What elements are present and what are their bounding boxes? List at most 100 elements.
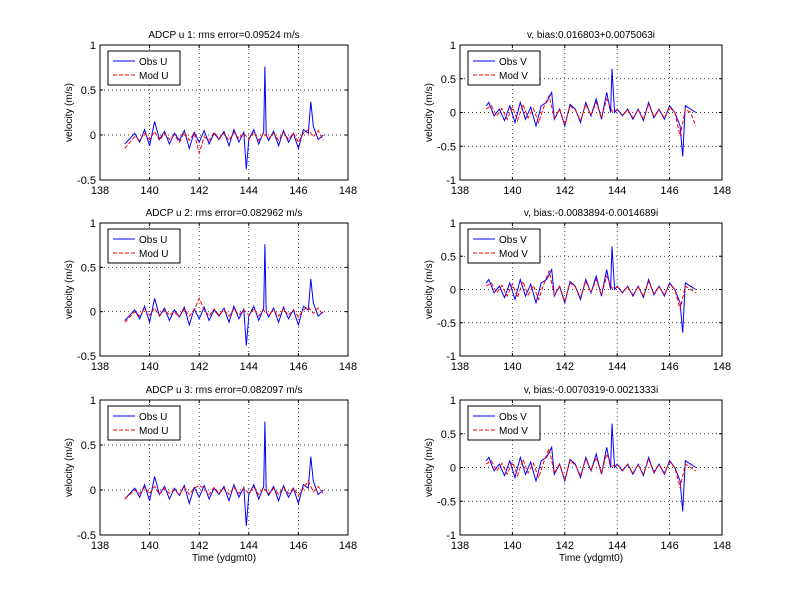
x-tick-label: 140	[140, 185, 158, 197]
y-tick-label: 1	[450, 395, 456, 407]
x-tick-label: 142	[190, 361, 208, 373]
legend-box	[467, 228, 541, 264]
x-tick-label: 138	[451, 540, 469, 552]
subplot-title: v, bias:-0.0083894-0.0014689i	[524, 208, 658, 219]
y-tick-label: -0.5	[437, 496, 456, 508]
y-axis-label: velocity (m/s)	[424, 438, 435, 497]
x-tick-label: 142	[556, 185, 574, 197]
y-axis-label: velocity (m/s)	[64, 83, 75, 142]
legend-label: Obs V	[499, 412, 527, 423]
y-tick-label: 0.5	[81, 262, 96, 274]
series-line-mod-v	[485, 269, 697, 310]
y-axis-label: velocity (m/s)	[64, 260, 75, 319]
y-tick-label: 0.5	[81, 440, 96, 452]
legend-label: Obs U	[139, 235, 167, 246]
x-tick-label: 146	[289, 540, 307, 552]
x-tick-label: 144	[608, 185, 626, 197]
x-tick-label: 146	[660, 185, 678, 197]
y-tick-label: -0.5	[437, 141, 456, 153]
x-axis-label: Time (ydgmt0)	[192, 553, 256, 564]
y-tick-label: -0.5	[77, 175, 96, 187]
y-tick-label: 1	[450, 40, 456, 52]
y-tick-label: 0	[450, 108, 456, 120]
legend-label: Mod V	[499, 71, 528, 82]
x-tick-label: 140	[503, 361, 521, 373]
legend-label: Mod V	[499, 249, 528, 260]
series-line-mod-u	[124, 297, 324, 323]
subplot-3: 138 140 142 144 146 148 -0.5 0 0.5 1 ADCP u 2: rms…	[64, 208, 357, 373]
x-tick-label: 144	[608, 540, 626, 552]
x-tick-label: 138	[91, 540, 109, 552]
subplot-title: v, bias:-0.0070319-0.0021333i	[524, 385, 658, 396]
legend: Obs V Mod V	[467, 50, 541, 86]
y-tick-label: -0.5	[77, 351, 96, 363]
x-tick-label: 140	[503, 185, 521, 197]
legend: Obs V Mod V	[467, 405, 541, 441]
x-tick-label: 138	[451, 361, 469, 373]
x-tick-label: 148	[713, 185, 731, 197]
legend-label: Mod U	[139, 426, 168, 437]
y-axis-label: velocity (m/s)	[424, 83, 435, 142]
x-tick-label: 144	[240, 361, 258, 373]
y-tick-label: -1	[446, 175, 456, 187]
y-tick-label: 0.5	[81, 85, 96, 97]
legend-label: Obs U	[139, 57, 167, 68]
legend-label: Obs V	[499, 235, 527, 246]
y-tick-label: 0	[90, 307, 96, 319]
y-tick-label: 0	[90, 130, 96, 142]
x-tick-label: 140	[140, 361, 158, 373]
x-tick-label: 144	[240, 185, 258, 197]
y-tick-label: -1	[446, 530, 456, 542]
legend-label: Mod V	[499, 426, 528, 437]
y-tick-label: 1	[450, 218, 456, 230]
y-tick-label: 0	[90, 485, 96, 497]
legend-label: Mod U	[139, 71, 168, 82]
x-tick-label: 142	[190, 540, 208, 552]
x-tick-label: 148	[339, 185, 357, 197]
series-line-mod-v	[485, 446, 697, 488]
x-tick-label: 148	[713, 540, 731, 552]
x-axis-label: Time (ydgmt0)	[559, 553, 623, 564]
x-tick-label: 146	[660, 361, 678, 373]
x-tick-label: 144	[240, 540, 258, 552]
x-tick-label: 142	[556, 540, 574, 552]
series-line-obs-u	[124, 66, 324, 170]
y-tick-label: 0.5	[441, 74, 456, 86]
legend: Obs U Mod U	[107, 228, 181, 264]
x-tick-label: 148	[713, 361, 731, 373]
y-tick-label: -0.5	[437, 318, 456, 330]
legend: Obs U Mod U	[107, 50, 181, 86]
series-line-mod-u	[124, 479, 324, 500]
x-tick-label: 138	[451, 185, 469, 197]
legend-box	[107, 50, 181, 86]
x-tick-label: 138	[91, 361, 109, 373]
y-tick-label: 0.5	[441, 429, 456, 441]
y-tick-label: 0	[450, 285, 456, 297]
x-tick-label: 138	[91, 185, 109, 197]
x-tick-label: 146	[660, 540, 678, 552]
x-tick-label: 140	[140, 540, 158, 552]
subplot-title: ADCP u 2: rms error=0.082962 m/s	[146, 208, 303, 219]
series-line-obs-u	[124, 244, 324, 346]
legend-box	[467, 405, 541, 441]
legend-box	[107, 405, 181, 441]
x-tick-label: 142	[556, 361, 574, 373]
y-tick-label: -1	[446, 351, 456, 363]
y-tick-label: 1	[90, 395, 96, 407]
subplot-6: 138 140 142 144 146 148 -1 -0.5 0 0.5 1 v, bias:-0.…	[424, 385, 731, 564]
axes-frame	[99, 399, 349, 536]
series-line-mod-u	[124, 128, 324, 155]
axes-frame	[99, 222, 349, 357]
legend-label: Obs U	[139, 412, 167, 423]
subplot-title: v, bias:0.016803+0.0075063i	[527, 30, 655, 41]
subplot-1: 138 140 142 144 146 148 -0.5 0 0.5 1 ADCP u 1: rms…	[64, 30, 357, 197]
legend-label: Obs V	[499, 57, 527, 68]
legend: Obs U Mod U	[107, 405, 181, 441]
legend-box	[467, 50, 541, 86]
y-tick-label: 1	[90, 40, 96, 52]
subplot-2: 138 140 142 144 146 148 -1 -0.5 0 0.5 1 v, bias:0.0…	[424, 30, 731, 197]
axes-frame	[99, 44, 349, 181]
x-tick-label: 140	[503, 540, 521, 552]
x-tick-label: 144	[608, 361, 626, 373]
